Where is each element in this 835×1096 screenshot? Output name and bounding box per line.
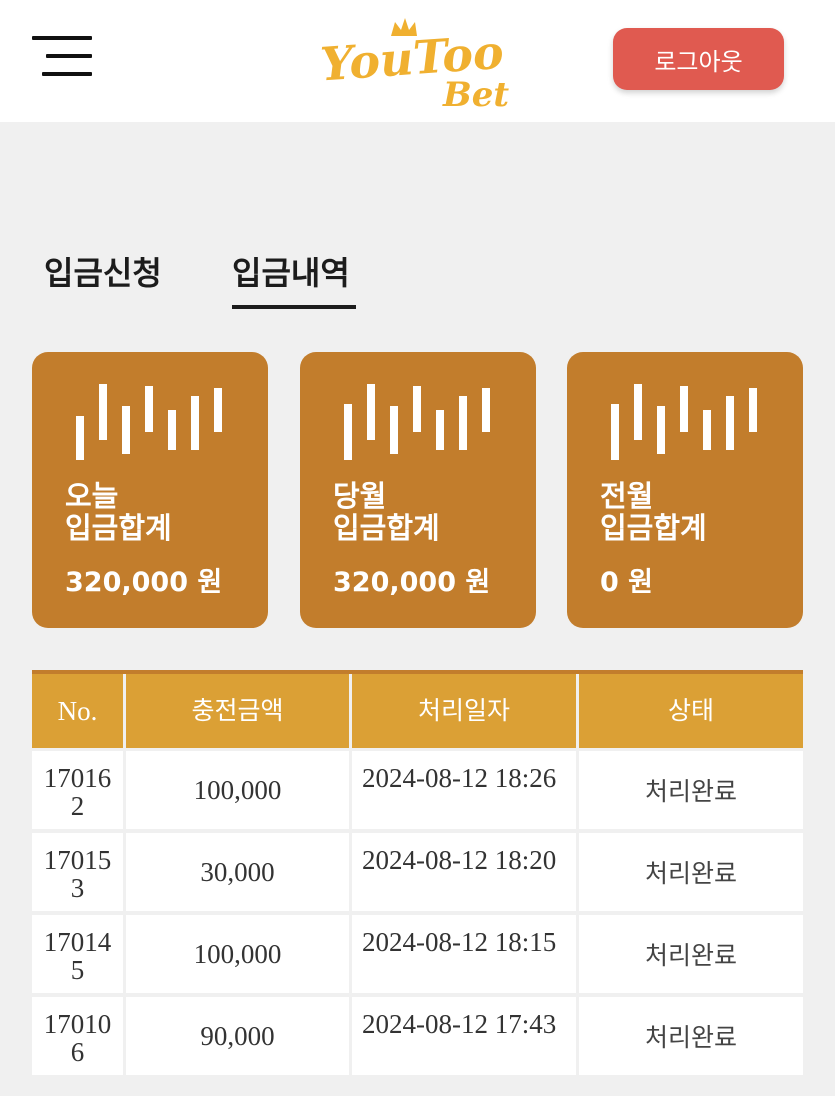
card-period-label: 당월 [333,479,387,513]
card-period-label: 전월 [600,479,654,513]
table-top-border [32,670,803,674]
app-header: YouToo Bet 로그아웃 [0,0,835,122]
active-tab-indicator [232,305,356,309]
cell-date: 2024-08-12 17:43 [352,997,576,1075]
card-amount: 0 원 [600,567,654,598]
cell-no: 170106 [32,997,123,1075]
summary-card-this-month: 당월 입금합계 320,000 원 [300,352,536,628]
column-header-status: 상태 [579,674,803,748]
cell-no: 170162 [32,751,123,829]
logout-button[interactable]: 로그아웃 [613,28,784,90]
cell-no: 170145 [32,915,123,993]
cell-status: 처리완료 [579,997,803,1075]
tab-deposit-request[interactable]: 입금신청 [44,254,162,292]
candlestick-chart-icon [76,384,222,460]
cell-date: 2024-08-12 18:26 [352,751,576,829]
card-title-label: 입금합계 [65,511,172,545]
column-header-date: 처리일자 [352,674,576,748]
deposit-tabs: 입금신청 입금내역 [0,240,835,312]
crown-icon [391,18,417,36]
cell-amount: 100,000 [126,915,349,993]
cell-status: 처리완료 [579,751,803,829]
cell-status: 처리완료 [579,833,803,911]
summary-card-last-month: 전월 입금합계 0 원 [567,352,803,628]
card-title-label: 입금합계 [333,511,440,545]
cell-amount: 90,000 [126,997,349,1075]
column-header-amount: 충전금액 [126,674,349,748]
card-amount: 320,000 원 [65,567,223,598]
cell-no: 170153 [32,833,123,911]
candlestick-chart-icon [344,384,490,460]
hamburger-menu-icon[interactable] [30,30,94,82]
tab-deposit-history[interactable]: 입금내역 [232,254,350,292]
card-amount: 320,000 원 [333,567,491,598]
cell-amount: 100,000 [126,751,349,829]
card-period-label: 오늘 [65,479,119,513]
summary-card-today: 오늘 입금합계 320,000 원 [32,352,268,628]
candlestick-chart-icon [611,384,757,460]
logo-text-line2: Bet [442,75,509,114]
card-title-label: 입금합계 [600,511,707,545]
cell-amount: 30,000 [126,833,349,911]
summary-cards: 오늘 입금합계 320,000 원 당월 입금합계 320,000 원 전월 입 [0,352,835,628]
cell-date: 2024-08-12 18:15 [352,915,576,993]
cell-status: 처리완료 [579,915,803,993]
deposit-history-table: No. 충전금액 처리일자 상태 170162 100,000 2024-08-… [32,670,803,1078]
youtoo-bet-logo[interactable]: YouToo Bet [315,8,525,114]
column-header-no: No. [32,674,123,748]
logo-text-line1: YouToo [319,25,506,92]
cell-date: 2024-08-12 18:20 [352,833,576,911]
